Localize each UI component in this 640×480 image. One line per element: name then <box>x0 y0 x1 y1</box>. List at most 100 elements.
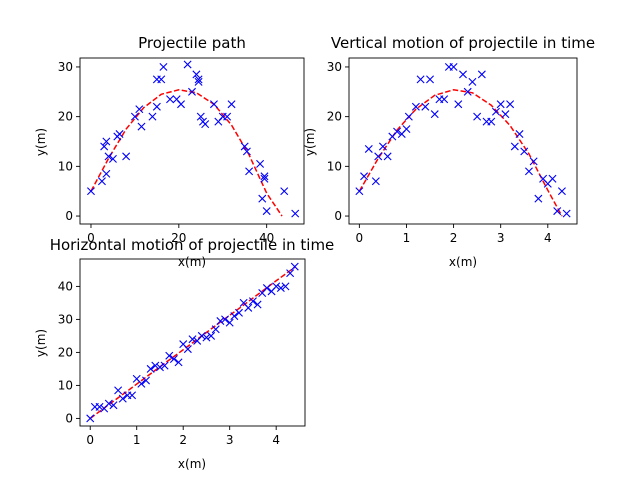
data-point <box>234 308 243 317</box>
x-tick-label: 3 <box>226 433 234 447</box>
data-point <box>245 167 254 176</box>
data-point <box>534 194 543 203</box>
data-point <box>216 317 225 326</box>
data-point <box>506 100 515 109</box>
data-point <box>260 174 269 183</box>
data-point <box>240 142 249 151</box>
axes-frame <box>79 57 305 225</box>
data-point <box>286 269 295 278</box>
data-point <box>524 167 533 176</box>
data-point <box>416 75 425 84</box>
plot-data <box>86 60 300 218</box>
data-point <box>491 107 500 116</box>
data-point <box>468 77 477 86</box>
data-point <box>155 363 164 372</box>
x-axis-label: x(m) <box>449 255 477 269</box>
y-tick-label: 20 <box>327 110 342 124</box>
data-point <box>291 209 300 218</box>
data-point <box>272 282 281 291</box>
data-point <box>135 105 144 114</box>
data-point <box>86 414 95 423</box>
y-tick-label: 20 <box>58 345 73 359</box>
x-tick-label: 0 <box>87 231 95 245</box>
data-point <box>166 95 175 104</box>
data-point <box>177 100 186 109</box>
data-point <box>421 102 430 111</box>
data-point <box>360 172 369 181</box>
y-tick-label: 0 <box>334 209 342 223</box>
panel-title: Projectile path <box>138 34 246 52</box>
data-point <box>404 112 413 121</box>
fit-curve <box>90 89 283 217</box>
data-point <box>393 127 402 136</box>
data-point <box>221 315 230 324</box>
axes-frame <box>348 57 578 225</box>
data-point <box>130 112 139 121</box>
data-point <box>557 187 566 196</box>
data-point <box>202 333 211 342</box>
data-point <box>223 112 232 121</box>
data-point <box>355 187 364 196</box>
x-tick-label: 2 <box>450 231 458 245</box>
data-point <box>97 177 106 186</box>
data-point <box>225 318 234 327</box>
data-point <box>174 358 183 367</box>
data-point <box>148 112 157 121</box>
data-point <box>86 187 95 196</box>
data-point <box>118 394 127 403</box>
x-tick-label: 40 <box>259 231 274 245</box>
data-point <box>501 110 510 119</box>
data-point <box>244 303 253 312</box>
data-point <box>281 282 290 291</box>
data-point <box>207 331 216 340</box>
data-point <box>440 95 449 104</box>
y-tick-label: 0 <box>65 209 73 223</box>
data-point <box>262 284 271 293</box>
data-point <box>529 157 538 166</box>
data-point <box>160 361 169 370</box>
data-point <box>115 130 124 139</box>
projectile-path-panel: x(m) y(m) 0 20 40 0 10 20 30 <box>34 57 305 269</box>
fit-curve <box>89 266 296 420</box>
y-axis-label: y(m) <box>34 128 48 156</box>
x-tick-label: 0 <box>86 433 94 447</box>
data-point <box>194 77 203 86</box>
data-point <box>114 386 123 395</box>
y-tick-label: 10 <box>327 159 342 173</box>
y-tick-label: 30 <box>58 60 73 74</box>
data-point <box>169 355 178 363</box>
data-point <box>211 325 220 334</box>
data-point <box>515 130 524 139</box>
data-point <box>146 364 155 373</box>
data-point <box>280 187 289 196</box>
y-tick-label: 10 <box>58 159 73 173</box>
data-point <box>256 159 265 168</box>
y-tick-label: 30 <box>327 60 342 74</box>
x-tick-label: 3 <box>497 231 505 245</box>
axes-frame <box>79 258 306 427</box>
data-point <box>152 102 161 111</box>
plot-data <box>86 262 299 423</box>
data-point <box>553 207 562 216</box>
data-point <box>276 284 285 293</box>
data-point <box>248 297 257 306</box>
x-tick-label: 0 <box>356 231 364 245</box>
data-point <box>196 112 205 121</box>
data-point <box>104 399 113 408</box>
data-point <box>378 142 387 151</box>
data-point <box>463 87 472 96</box>
data-point <box>108 154 117 163</box>
y-tick-label: 0 <box>65 411 73 425</box>
data-point <box>260 172 269 181</box>
data-point <box>137 122 146 131</box>
data-point <box>473 112 482 121</box>
vertical-motion-panel: x(m) y(m) 0 1 2 3 4 0 10 20 30 <box>303 57 578 269</box>
data-point <box>258 194 267 203</box>
data-point <box>188 87 196 96</box>
panel-title: Horizontal motion of projectile in time <box>50 236 335 254</box>
x-tick-label: 2 <box>179 433 187 447</box>
y-axis-label: y(m) <box>34 329 48 357</box>
plot-data <box>355 62 571 218</box>
